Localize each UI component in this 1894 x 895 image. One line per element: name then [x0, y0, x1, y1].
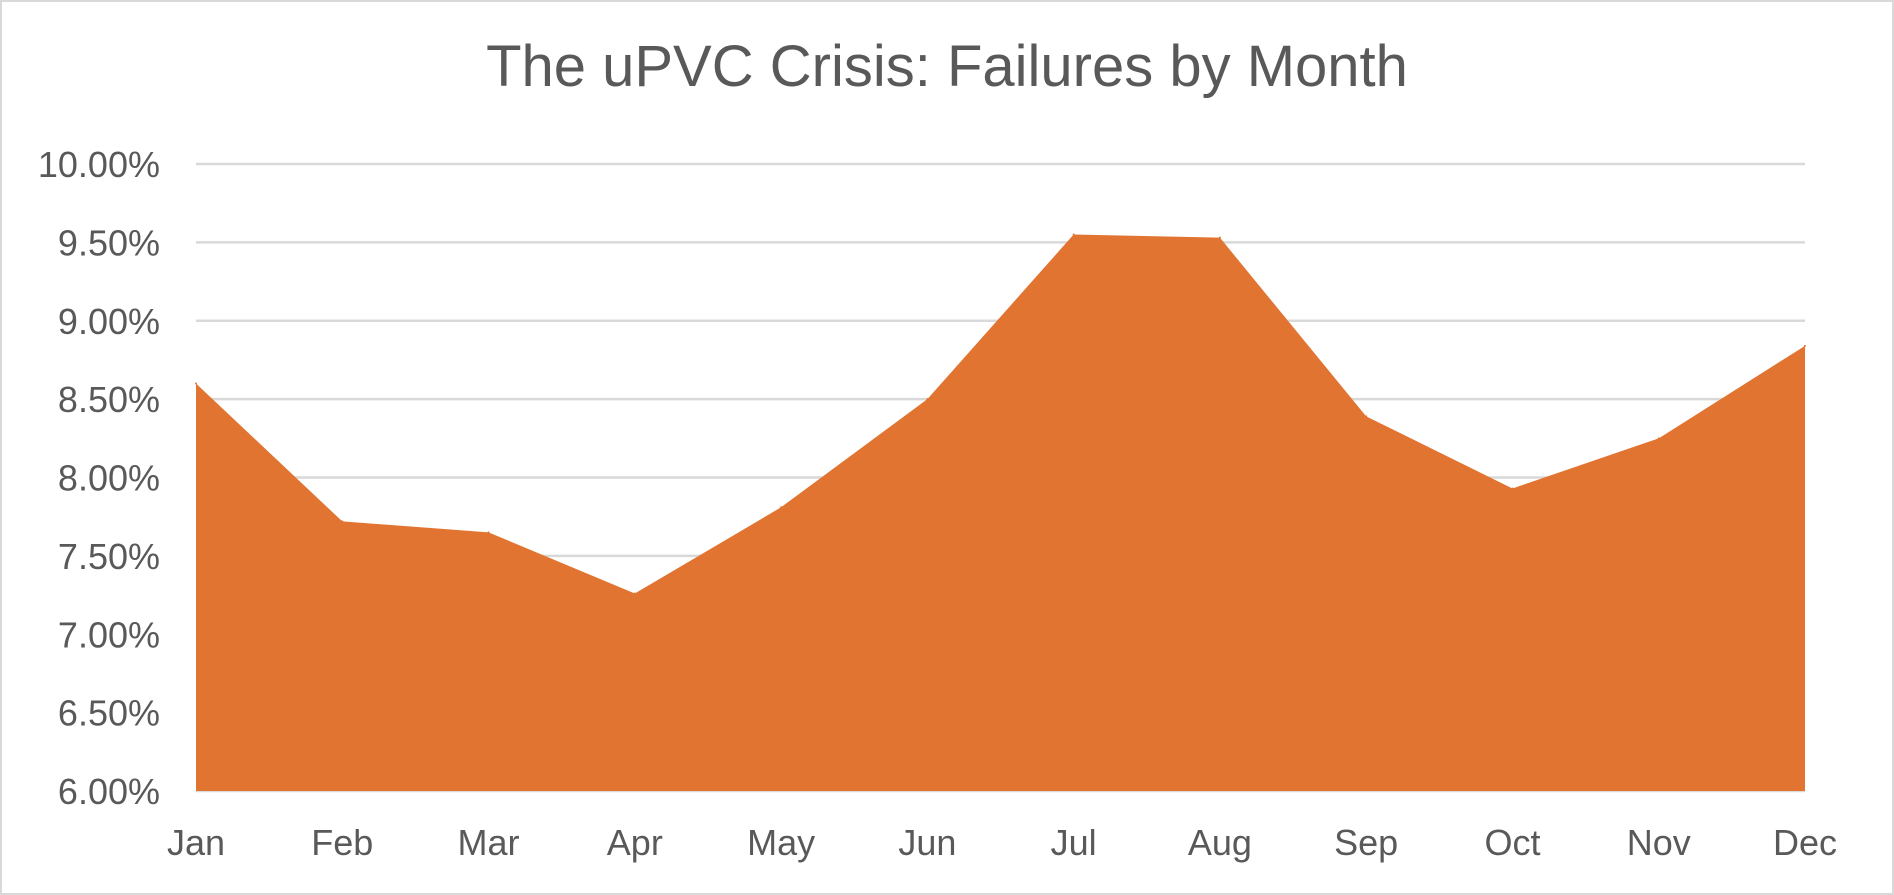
data-point: [780, 506, 783, 509]
x-tick-label: Aug: [1188, 822, 1252, 863]
x-tick-label: Feb: [311, 822, 373, 863]
x-tick-label: Jan: [167, 822, 225, 863]
area-fill: [196, 234, 1805, 792]
data-point: [926, 398, 929, 401]
y-tick-label: 6.50%: [58, 693, 160, 734]
area-series: [195, 233, 1806, 792]
data-point: [1511, 487, 1514, 490]
y-tick-label: 6.00%: [58, 771, 160, 812]
x-tick-label: Dec: [1773, 822, 1837, 863]
y-axis-tick-labels: 6.00% 6.50% 7.00% 7.50% 8.00% 8.50% 9.00% 9.50%…: [38, 144, 160, 812]
x-tick-label: Nov: [1627, 822, 1691, 863]
x-tick-label: Apr: [607, 822, 663, 863]
data-point: [1218, 236, 1221, 239]
y-tick-label: 9.00%: [58, 301, 160, 342]
x-axis-tick-labels: Jan Feb Mar Apr May Jun Jul Aug Sep Oct Nov Dec: [167, 822, 1837, 863]
data-point: [1072, 233, 1075, 236]
y-tick-label: 8.00%: [58, 458, 160, 499]
y-tick-label: 7.00%: [58, 614, 160, 655]
x-tick-label: Sep: [1334, 822, 1398, 863]
data-point: [1804, 344, 1806, 347]
data-point: [1657, 437, 1660, 440]
data-point: [633, 592, 636, 595]
data-point: [487, 531, 490, 534]
x-tick-label: Oct: [1484, 822, 1540, 863]
x-tick-label: Mar: [458, 822, 520, 863]
x-tick-label: Jun: [898, 822, 956, 863]
y-tick-label: 8.50%: [58, 379, 160, 420]
y-tick-label: 10.00%: [38, 144, 160, 185]
y-tick-label: 9.50%: [58, 222, 160, 263]
x-tick-label: Jul: [1051, 822, 1097, 863]
chart-title: The uPVC Crisis: Failures by Month: [486, 34, 1408, 99]
data-point: [195, 382, 197, 385]
data-point: [1365, 415, 1368, 418]
y-tick-label: 7.50%: [58, 536, 160, 577]
x-tick-label: May: [747, 822, 815, 863]
data-point: [341, 520, 344, 523]
